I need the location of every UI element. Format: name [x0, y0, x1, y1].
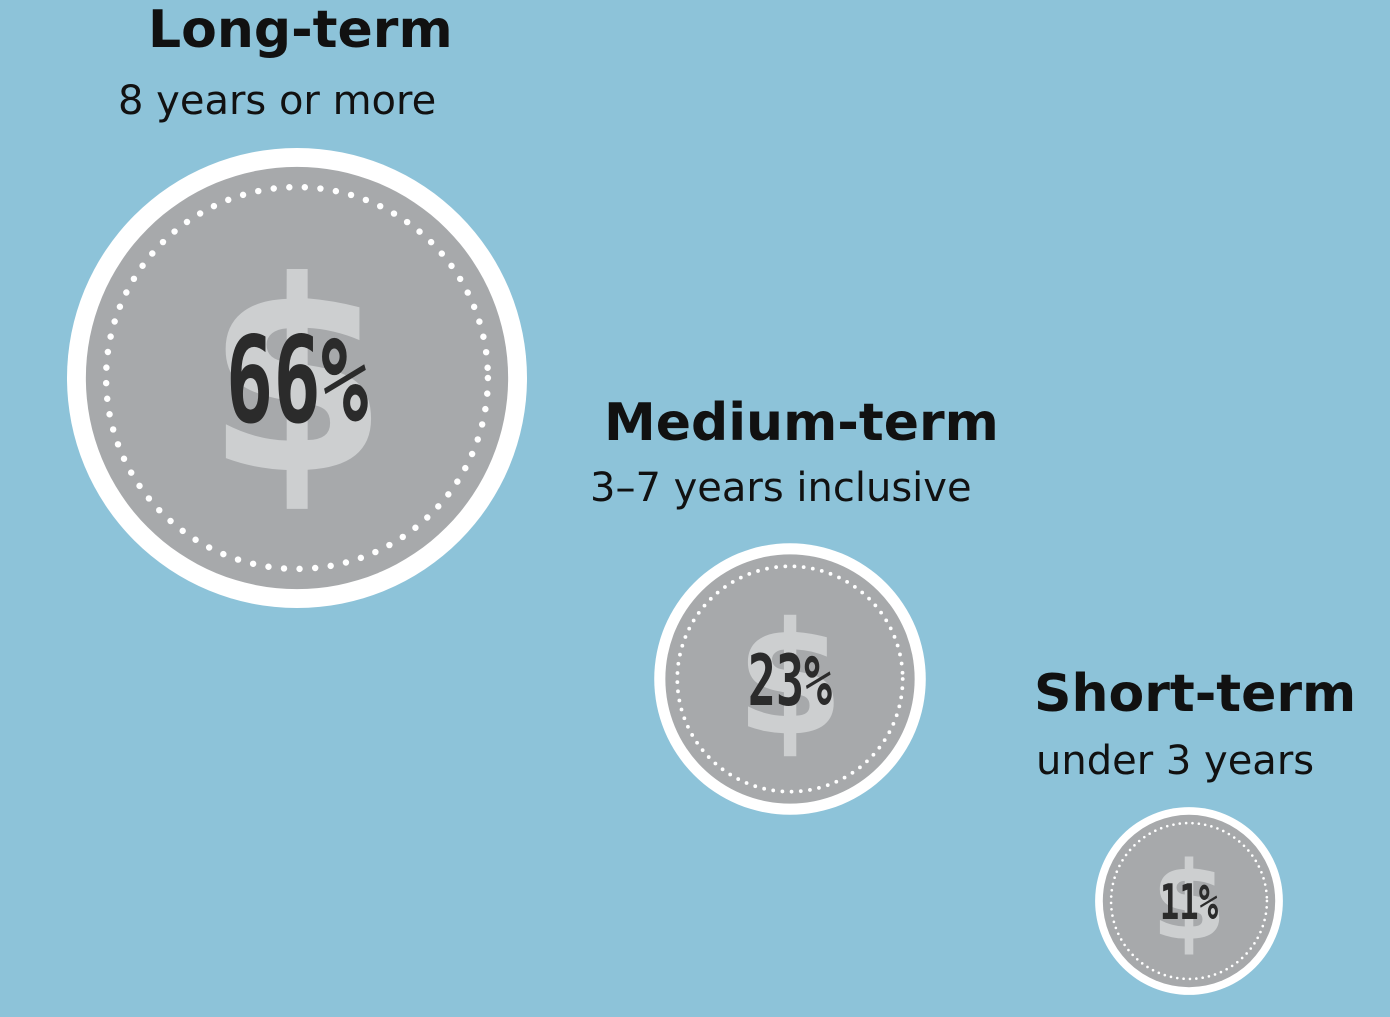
coin-medium-term: $23% — [654, 543, 926, 815]
dotted-ring — [1109, 821, 1269, 981]
dotted-ring — [102, 183, 492, 573]
long-term-subtitle: 8 years or more — [118, 78, 437, 124]
medium-term-title: Medium-term — [604, 393, 999, 453]
value-label: 11% — [1160, 874, 1219, 931]
value-label: 66% — [226, 312, 369, 451]
coin-face — [85, 166, 509, 590]
coin-short-term: $11% — [1095, 807, 1283, 995]
dollar-sign-icon: $ — [736, 588, 845, 770]
coin-face — [665, 554, 915, 804]
value-label: 23% — [748, 639, 833, 722]
coin-long-term: $66% — [67, 148, 527, 608]
medium-term-subtitle: 3–7 years inclusive — [590, 465, 972, 511]
dollar-sign-icon: $ — [1151, 840, 1226, 965]
dollar-sign-icon: $ — [205, 225, 389, 533]
long-term-title: Long-term — [148, 0, 453, 60]
short-term-title: Short-term — [1034, 664, 1357, 724]
dotted-ring — [675, 564, 905, 794]
short-term-subtitle: under 3 years — [1036, 738, 1315, 784]
coin-face — [1102, 814, 1276, 988]
